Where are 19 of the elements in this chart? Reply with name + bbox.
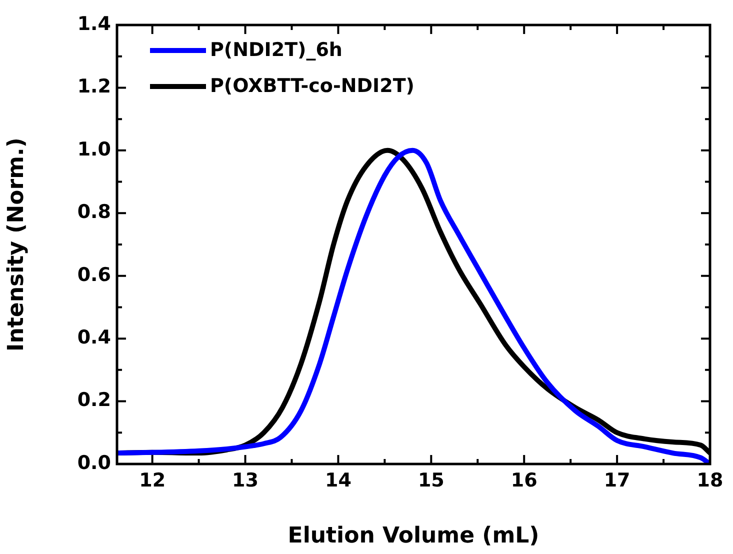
y-tick-label: 1.0 <box>77 138 111 160</box>
x-tick-label: 12 <box>139 469 166 492</box>
y-axis-title: Intensity (Norm.) <box>4 138 29 352</box>
x-tick-label: 16 <box>510 469 538 492</box>
y-tick-label: 0.8 <box>77 201 111 224</box>
y-tick-label: 0.0 <box>77 452 111 474</box>
x-tick-label: 14 <box>324 469 352 492</box>
y-tick-label: 1.4 <box>77 12 111 35</box>
y-tick-label: 1.2 <box>77 76 111 98</box>
x-tick-label: 13 <box>232 469 258 492</box>
x-tick-label: 17 <box>604 469 630 492</box>
y-tick-label: 0.4 <box>77 326 111 349</box>
legend-label: P(OXBTT-co-NDI2T) <box>210 75 414 97</box>
y-tick-label: 0.2 <box>77 389 111 412</box>
x-axis-title: Elution Volume (mL) <box>288 524 540 549</box>
x-tick-label: 15 <box>418 469 444 492</box>
y-tick-label: 0.6 <box>77 264 111 286</box>
legend-label: P(NDI2T)_6h <box>210 39 342 61</box>
x-tick-label: 18 <box>696 469 724 492</box>
